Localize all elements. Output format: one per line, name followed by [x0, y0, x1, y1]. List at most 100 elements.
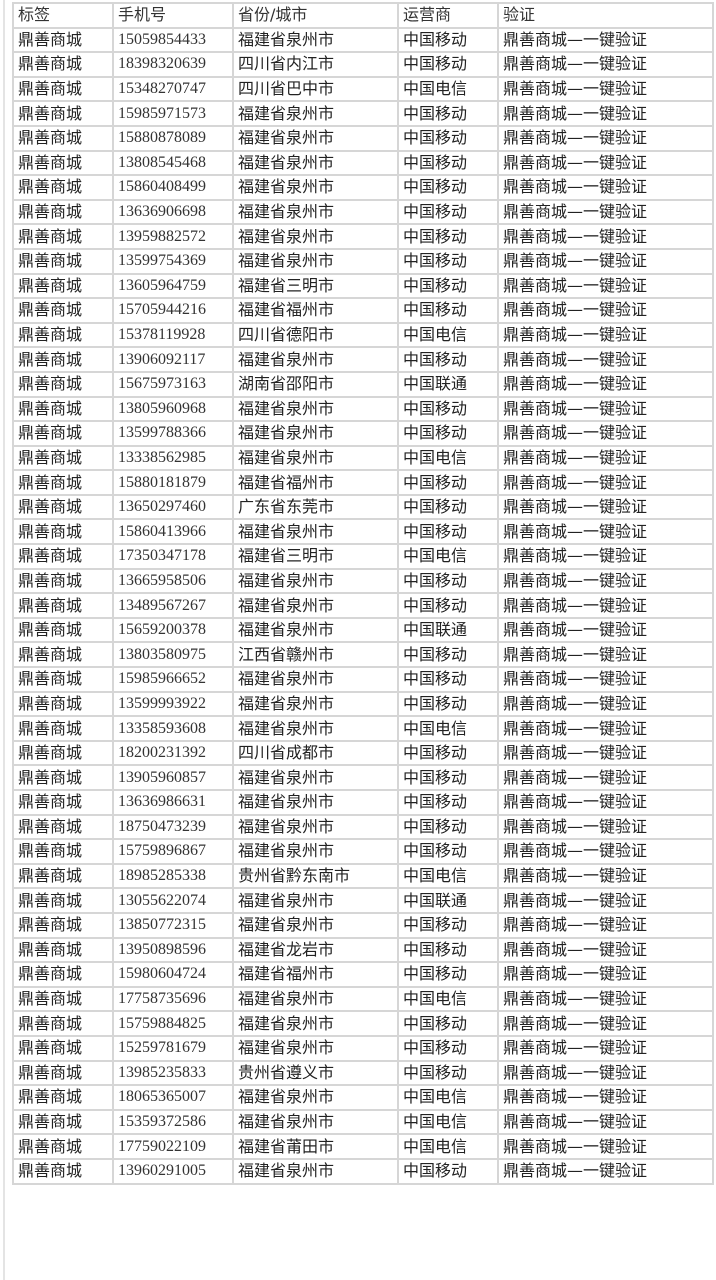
cell-phone: 15980604724	[112, 961, 234, 988]
cell-phone: 15378119928	[112, 321, 234, 349]
cell-carrier: 中国联通	[397, 887, 499, 914]
cell-phone: 13489567267	[112, 592, 234, 619]
cell-region: 福建省泉州市	[232, 789, 399, 816]
table-row: 鼎善商城 13803580975 江西省赣州市 中国移动 鼎善商城—一键验证	[12, 641, 714, 669]
cell-region: 福建省泉州市	[232, 26, 399, 54]
table-row: 鼎善商城 15059854433 福建省泉州市 中国移动 鼎善商城—一键验证	[12, 26, 714, 54]
cell-carrier: 中国移动	[397, 346, 499, 373]
cell-region: 福建省泉州市	[232, 1157, 399, 1185]
cell-region: 福建省泉州市	[232, 690, 399, 718]
cell-phone: 13803580975	[112, 641, 234, 669]
cell-tag: 鼎善商城	[12, 813, 114, 841]
cell-verify: 鼎善商城—一键验证	[497, 1059, 714, 1087]
cell-tag: 鼎善商城	[12, 567, 114, 595]
cell-phone: 18200231392	[112, 739, 234, 767]
cell-region: 四川省巴中市	[232, 75, 399, 103]
cell-verify: 鼎善商城—一键验证	[497, 124, 714, 152]
cell-region: 福建省泉州市	[232, 247, 399, 275]
cell-verify: 鼎善商城—一键验证	[497, 247, 714, 275]
cell-tag: 鼎善商城	[12, 198, 114, 226]
table-row: 鼎善商城 13599993922 福建省泉州市 中国移动 鼎善商城—一键验证	[12, 690, 714, 718]
cell-verify: 鼎善商城—一键验证	[497, 420, 714, 447]
cell-carrier: 中国移动	[397, 764, 499, 791]
cell-region: 四川省成都市	[232, 739, 399, 767]
cell-region: 湖南省邵阳市	[232, 370, 399, 398]
cell-tag: 鼎善商城	[12, 149, 114, 177]
cell-tag: 鼎善商城	[12, 1108, 114, 1136]
cell-phone: 13338562985	[112, 444, 234, 472]
table-row: 鼎善商城 13959882572 福建省泉州市 中国移动 鼎善商城—一键验证	[12, 223, 714, 250]
table-header-row: 标签 手机号 省份/城市 运营商 验证	[12, 2, 714, 29]
cell-region: 福建省泉州市	[232, 124, 399, 152]
cell-phone: 15059854433	[112, 26, 234, 54]
table-row: 鼎善商城 13808545468 福建省泉州市 中国移动 鼎善商城—一键验证	[12, 149, 714, 177]
cell-tag: 鼎善商城	[12, 100, 114, 127]
cell-phone: 13805960968	[112, 395, 234, 423]
table-row: 鼎善商城 13599754369 福建省泉州市 中国移动 鼎善商城—一键验证	[12, 247, 714, 275]
table-row: 鼎善商城 13358593608 福建省泉州市 中国电信 鼎善商城—一键验证	[12, 715, 714, 742]
cell-verify: 鼎善商城—一键验证	[497, 985, 714, 1013]
cell-phone: 17758735696	[112, 985, 234, 1013]
table-row: 鼎善商城 18985285338 贵州省黔东南市 中国电信 鼎善商城—一键验证	[12, 862, 714, 890]
table-row: 鼎善商城 13805960968 福建省泉州市 中国移动 鼎善商城—一键验证	[12, 395, 714, 423]
cell-carrier: 中国电信	[397, 444, 499, 472]
cell-region: 贵州省遵义市	[232, 1059, 399, 1087]
cell-tag: 鼎善商城	[12, 739, 114, 767]
table-row: 鼎善商城 15880181879 福建省福州市 中国移动 鼎善商城—一键验证	[12, 469, 714, 496]
cell-tag: 鼎善商城	[12, 1157, 114, 1185]
cell-carrier: 中国移动	[397, 1034, 499, 1062]
cell-tag: 鼎善商城	[12, 297, 114, 324]
cell-phone: 15880878089	[112, 124, 234, 152]
cell-region: 福建省泉州市	[232, 1010, 399, 1037]
table-row: 鼎善商城 13599788366 福建省泉州市 中国移动 鼎善商城—一键验证	[12, 420, 714, 447]
cell-verify: 鼎善商城—一键验证	[497, 616, 714, 644]
cell-carrier: 中国移动	[397, 51, 499, 78]
cell-phone: 13906092117	[112, 346, 234, 373]
table-row: 鼎善商城 17350347178 福建省三明市 中国电信 鼎善商城—一键验证	[12, 543, 714, 570]
cell-phone: 13905960857	[112, 764, 234, 791]
cell-tag: 鼎善商城	[12, 420, 114, 447]
cell-tag: 鼎善商城	[12, 887, 114, 914]
cell-carrier: 中国联通	[397, 370, 499, 398]
cell-tag: 鼎善商城	[12, 1010, 114, 1037]
cell-verify: 鼎善商城—一键验证	[497, 198, 714, 226]
cell-carrier: 中国电信	[397, 1108, 499, 1136]
cell-carrier: 中国移动	[397, 1010, 499, 1037]
cell-phone: 13599754369	[112, 247, 234, 275]
cell-verify: 鼎善商城—一键验证	[497, 297, 714, 324]
table-row: 鼎善商城 15860408499 福建省泉州市 中国移动 鼎善商城—一键验证	[12, 174, 714, 201]
cell-tag: 鼎善商城	[12, 838, 114, 865]
cell-verify: 鼎善商城—一键验证	[497, 813, 714, 841]
cell-carrier: 中国移动	[397, 420, 499, 447]
cell-carrier: 中国移动	[397, 592, 499, 619]
table-row: 鼎善商城 15705944216 福建省福州市 中国移动 鼎善商城—一键验证	[12, 297, 714, 324]
cell-carrier: 中国电信	[397, 543, 499, 570]
cell-verify: 鼎善商城—一键验证	[497, 936, 714, 964]
cell-tag: 鼎善商城	[12, 936, 114, 964]
cell-carrier: 中国电信	[397, 862, 499, 890]
cell-carrier: 中国移动	[397, 124, 499, 152]
cell-tag: 鼎善商城	[12, 592, 114, 619]
cell-tag: 鼎善商城	[12, 75, 114, 103]
cell-phone: 13636986631	[112, 789, 234, 816]
cell-phone: 13985235833	[112, 1059, 234, 1087]
phone-verification-table: 标签 手机号 省份/城市 运营商 验证 鼎善商城 15059854433 福建省泉州…	[12, 2, 714, 1185]
cell-tag: 鼎善商城	[12, 666, 114, 693]
cell-carrier: 中国移动	[397, 1157, 499, 1185]
cell-tag: 鼎善商城	[12, 518, 114, 546]
cell-carrier: 中国移动	[397, 690, 499, 718]
cell-phone: 15359372586	[112, 1108, 234, 1136]
table-row: 鼎善商城 13650297460 广东省东莞市 中国移动 鼎善商城—一键验证	[12, 493, 714, 521]
cell-verify: 鼎善商城—一键验证	[497, 174, 714, 201]
cell-phone: 15659200378	[112, 616, 234, 644]
table-row: 鼎善商城 15860413966 福建省泉州市 中国移动 鼎善商城—一键验证	[12, 518, 714, 546]
cell-carrier: 中国电信	[397, 1133, 499, 1160]
cell-phone: 13850772315	[112, 911, 234, 939]
table-row: 鼎善商城 15759896867 福建省泉州市 中国移动 鼎善商城—一键验证	[12, 838, 714, 865]
cell-region: 福建省福州市	[232, 297, 399, 324]
table-row: 鼎善商城 15980604724 福建省福州市 中国移动 鼎善商城—一键验证	[12, 961, 714, 988]
cell-carrier: 中国移动	[397, 247, 499, 275]
cell-verify: 鼎善商城—一键验证	[497, 1010, 714, 1037]
table-body: 鼎善商城 15059854433 福建省泉州市 中国移动 鼎善商城—一键验证 鼎善商城 18…	[12, 26, 714, 1185]
cell-region: 福建省泉州市	[232, 420, 399, 447]
